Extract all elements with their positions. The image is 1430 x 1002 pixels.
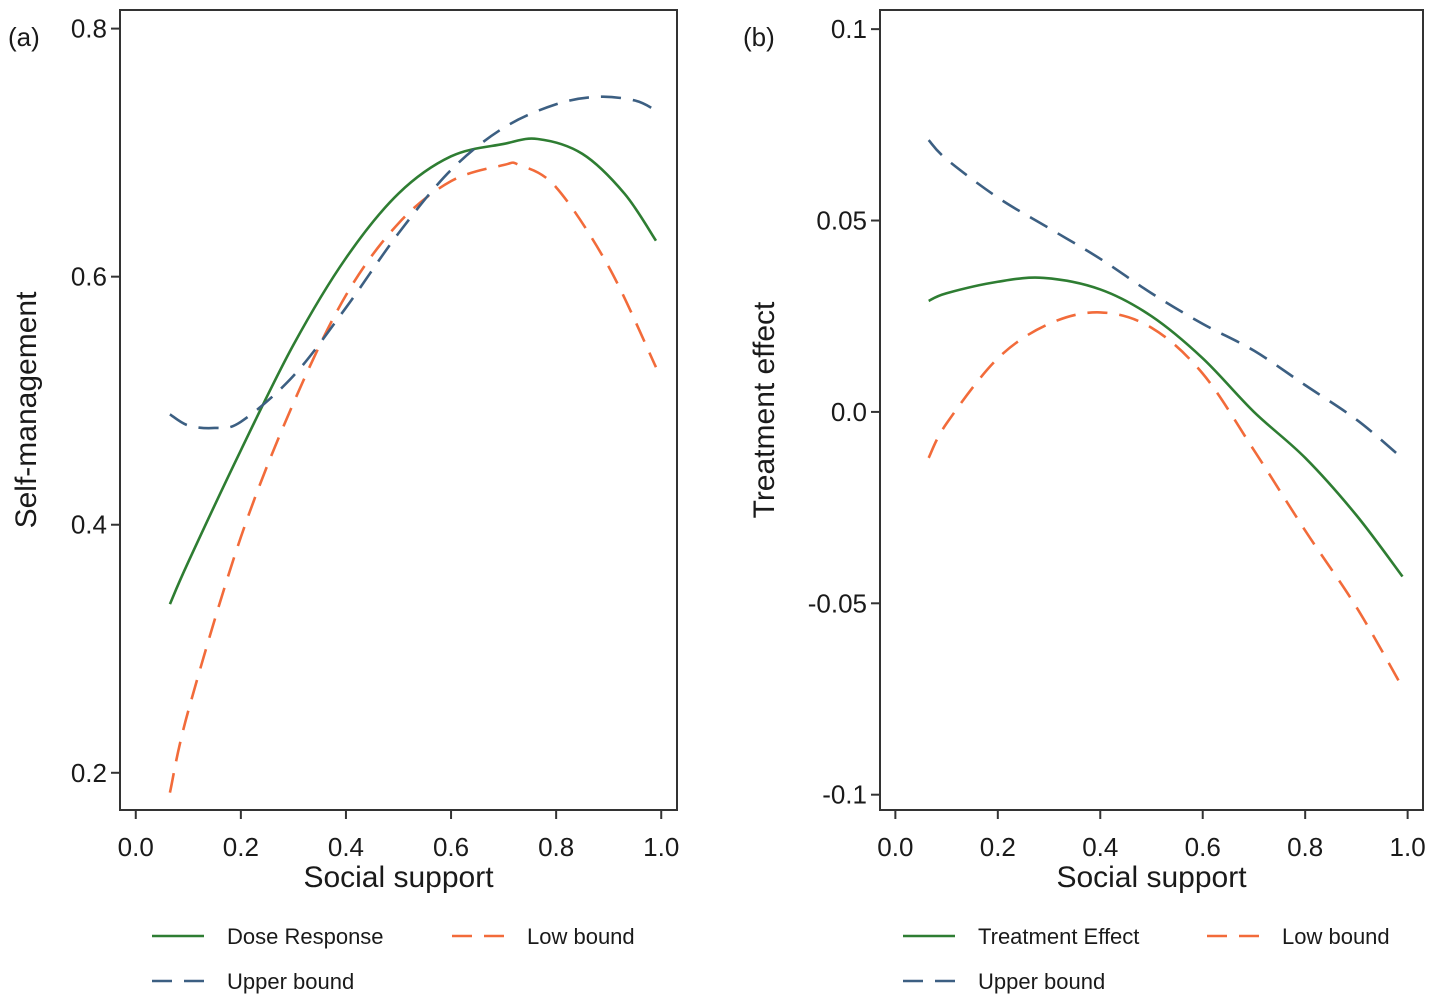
panel-a-x-tick-label: 0.4 xyxy=(328,832,364,862)
panel-b-series-line-upper-bound xyxy=(927,139,1399,456)
panel-a-y-tick-label: 0.2 xyxy=(71,758,107,788)
panel-a-plot-frame xyxy=(119,9,678,811)
panel-a-y-tick-label: 0.6 xyxy=(71,262,107,292)
panel-a-x-tick-label: 0.0 xyxy=(118,832,154,862)
panel-b-y-tick-label: 0.05 xyxy=(816,206,867,236)
panel-a-series-line-low-bound xyxy=(168,161,658,793)
panel-b-legend-label-low-bound: Low bound xyxy=(1282,924,1390,949)
panel-a-legend-label-dose-response: Dose Response xyxy=(227,924,384,949)
panel-b-legend-label-treatment-effect: Treatment Effect xyxy=(978,924,1139,949)
panel-a-legend-label-low-bound: Low bound xyxy=(527,924,635,949)
panel-a-y-tick-label: 0.4 xyxy=(71,510,107,540)
panel-a-y-axis-title: Self-management xyxy=(10,291,43,528)
panel-b-y-axis-title: Treatment effect xyxy=(748,301,781,518)
panel-b-y-tick-label: 0.1 xyxy=(831,14,867,44)
panel-b-x-tick-label: 0.6 xyxy=(1185,832,1221,862)
panel-b-series-line-low-bound xyxy=(927,311,1404,689)
panel-b-x-tick-label: 0.2 xyxy=(980,832,1016,862)
panel-b-x-tick-label: 0.8 xyxy=(1287,832,1323,862)
panel-b-x-tick-label: 1.0 xyxy=(1390,832,1426,862)
panel-a-y-tick-label: 0.8 xyxy=(71,14,107,44)
panel-b-y-tick-label: -0.05 xyxy=(808,588,867,618)
panel-b-x-tick-label: 0.4 xyxy=(1082,832,1118,862)
panel-a-x-tick-label: 0.8 xyxy=(538,832,574,862)
panel-b-plot-frame xyxy=(879,9,1424,811)
panel-b-series-line-treatment-effect xyxy=(928,276,1404,578)
panel-b-legend-label-upper-bound: Upper bound xyxy=(978,969,1105,994)
panel-a-series-line-upper-bound xyxy=(169,95,657,430)
panel-a-label: (a) xyxy=(8,22,40,52)
panel-b-y-tick-label: -0.1 xyxy=(822,780,867,810)
panel-b-x-axis-title: Social support xyxy=(1056,861,1247,894)
panel-a-x-axis-title: Social support xyxy=(303,861,494,894)
panel-a-legend-label-upper-bound: Upper bound xyxy=(227,969,354,994)
panel-a-x-tick-label: 0.6 xyxy=(433,832,469,862)
panel-a-x-tick-label: 1.0 xyxy=(643,832,679,862)
panel-a-x-tick-label: 0.2 xyxy=(223,832,259,862)
panel-a-series-line-dose-response xyxy=(168,137,658,605)
panel-b-y-tick-label: 0.0 xyxy=(831,397,867,427)
panel-b-x-tick-label: 0.0 xyxy=(877,832,913,862)
panel-b-label: (b) xyxy=(743,22,775,52)
